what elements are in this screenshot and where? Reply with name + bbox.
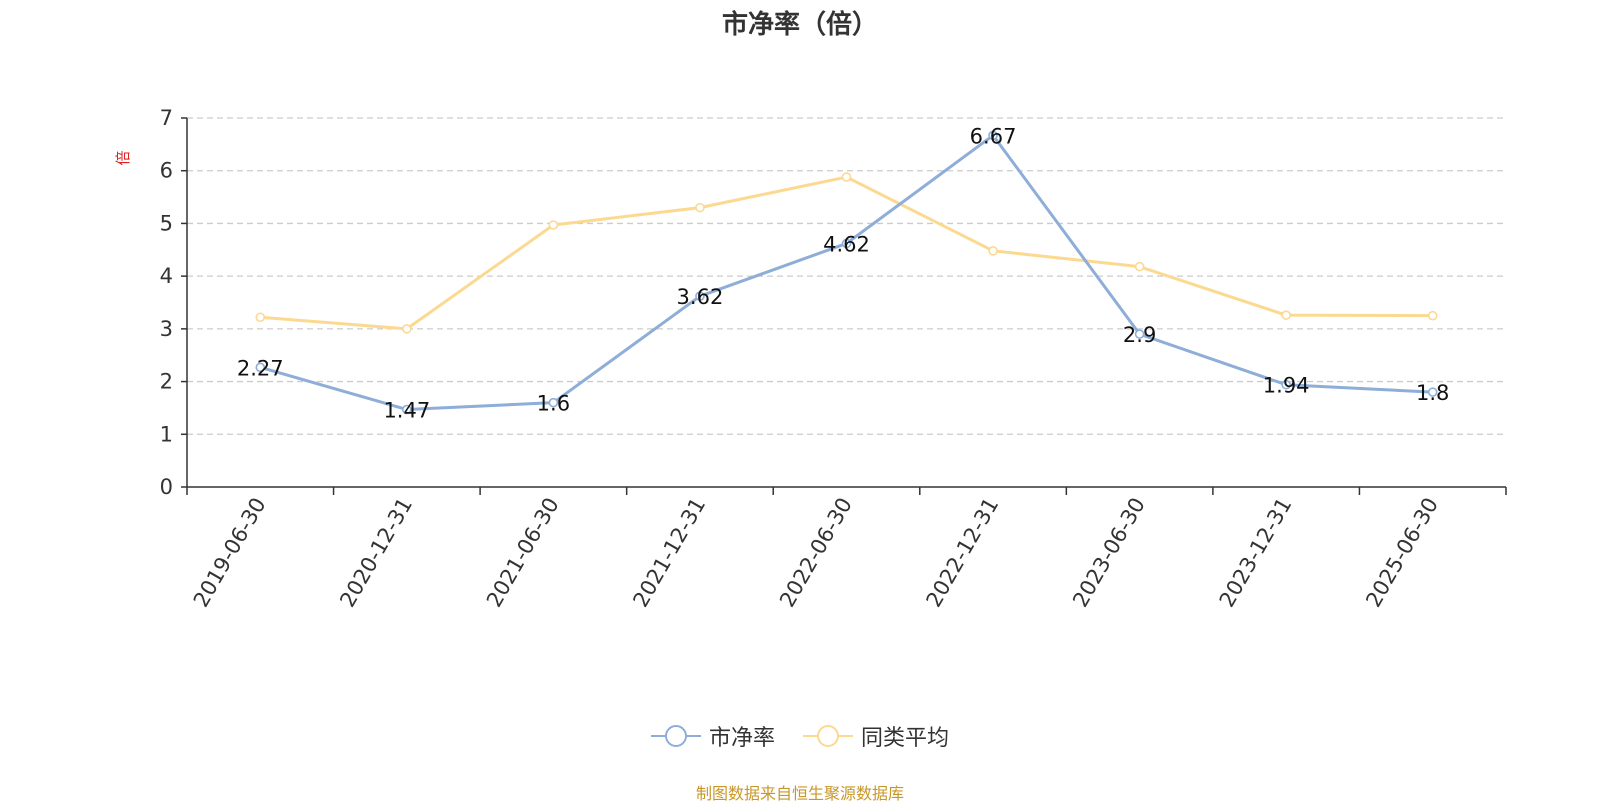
x-tick-label: 2019-06-30 [189,494,271,612]
data-point [988,246,998,256]
data-label: 3.62 [677,285,724,309]
data-point [1281,310,1291,320]
y-tick-label: 7 [160,106,173,130]
legend-swatch [650,725,701,747]
legend-item[interactable]: 同类平均 [803,720,949,752]
data-point [841,172,852,182]
legend: 市净率 同类平均 [0,720,1600,752]
y-axis-label: 倍 [114,150,132,165]
chart-title: 市净率（倍） [721,10,878,40]
y-tick-label: 3 [160,317,173,341]
x-tick-label: 2025-06-30 [1361,494,1443,612]
data-label: 6.67 [970,124,1017,148]
legend-label: 市净率 [708,726,775,751]
data-point [548,220,559,230]
source-footer: 制图数据来自恒生聚源数据库 [695,784,904,803]
data-point [988,130,998,141]
data-label: 1.47 [383,399,430,423]
data-point [548,397,559,408]
x-tick-label: 2023-12-31 [1215,494,1297,612]
data-label: 4.62 [823,232,870,256]
x-tick-label: 2022-06-30 [775,494,857,612]
data-label: 1.6 [537,392,570,416]
y-tick-label: 6 [160,159,173,183]
data-point [841,238,852,249]
series-lines [255,130,1438,415]
legend-marker [817,725,839,747]
legend-swatch [803,725,853,747]
data-label: 1.94 [1263,374,1310,398]
x-tick-label: 2022-12-31 [922,494,1004,612]
data-point [1427,310,1438,321]
data-point [695,291,705,301]
data-point [1427,387,1438,397]
data-point [1134,261,1145,272]
x-tick-label: 2020-12-31 [335,494,417,612]
y-tick-label: 1 [160,422,173,446]
data-labels: 2.27 1.47 1.6 3.62 4.62 6.67 2.9 1.94 1.8 [237,124,1450,422]
x-tick-label: 2023-06-30 [1068,494,1150,612]
data-point [1281,379,1291,390]
data-point [255,312,266,323]
data-point [402,324,412,334]
x-tick-label: 2021-12-31 [628,494,710,612]
y-tick-label: 5 [160,211,173,235]
x-tick-label: 2021-06-30 [482,494,564,612]
axes: 0 1 2 3 4 5 6 7 2019-06-30 2020-12-31 2021-06-30 20… [114,106,1507,612]
data-label: 2.27 [237,356,284,380]
legend-label: 同类平均 [861,726,950,751]
data-point [255,362,266,373]
data-point [1134,329,1145,339]
data-point [402,404,412,415]
data-point [695,202,705,213]
data-label: 2.9 [1123,323,1156,347]
data-label: 1.8 [1416,381,1449,405]
y-tick-label: 4 [160,264,173,288]
y-tick-label: 2 [160,370,173,394]
legend-item[interactable]: 市净率 [650,720,775,752]
y-tick-label: 0 [160,475,173,499]
legend-marker [664,725,687,747]
